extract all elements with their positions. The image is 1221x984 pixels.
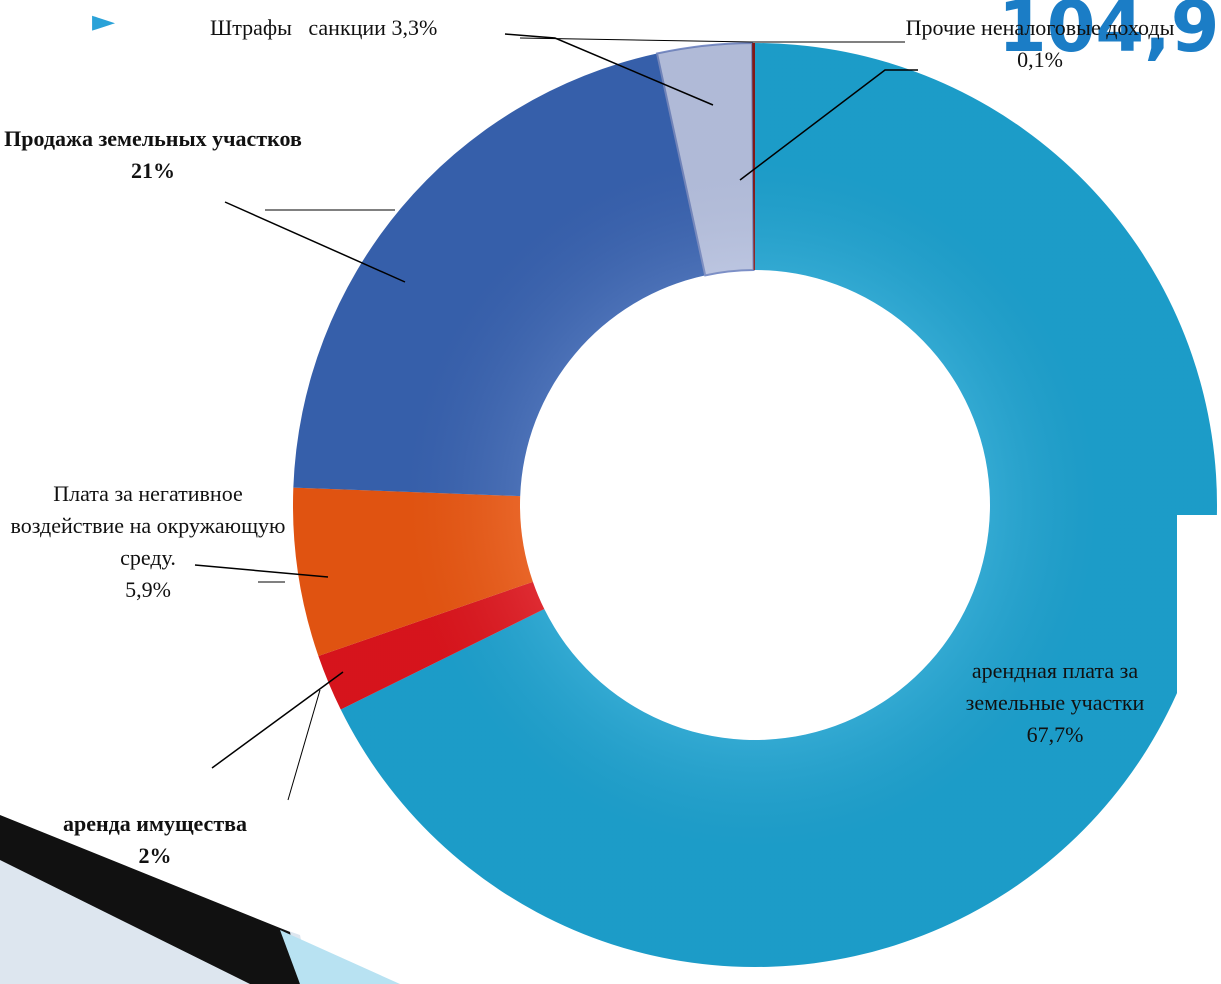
- leader-line: [739, 69, 918, 181]
- leader-line: [224, 201, 406, 283]
- value-label: 21%: [131, 158, 175, 183]
- value-label: 0,1%: [1017, 47, 1063, 72]
- category-label: Плата за негативное воздействие на окруж…: [10, 481, 291, 570]
- value-label: 67,7%: [1026, 722, 1084, 747]
- slice-label: аренда имущества 2%: [5, 808, 305, 872]
- leader-line: [504, 33, 714, 106]
- slice-label: арендная плата за земельные участки 67,7%: [930, 655, 1180, 751]
- category-label: арендная плата за земельные участки: [965, 658, 1145, 715]
- slices: [293, 42, 1217, 967]
- slice-label: Плата за негативное воздействие на окруж…: [3, 478, 293, 606]
- decoration: [280, 930, 400, 984]
- slice-label: Штрафы санкции 3,3%: [210, 12, 437, 44]
- value-label: 5,9%: [125, 577, 171, 602]
- leader-line: [287, 689, 321, 801]
- category-label: аренда имущества: [62, 811, 248, 836]
- slide-shape: [1177, 515, 1221, 984]
- category-label: Продажа земельных участков: [4, 126, 302, 151]
- leader-line: [211, 671, 344, 769]
- slice-label: Прочие неналоговые доходы 0,1%: [900, 12, 1180, 76]
- decoration: [0, 815, 300, 984]
- slice-label: Продажа земельных участков 21%: [3, 123, 303, 187]
- category-label: Штрафы санкции: [210, 15, 386, 40]
- leader-line: [194, 564, 329, 578]
- annotation: 104,9: [998, 0, 1220, 68]
- bullet: ►: [92, 4, 116, 39]
- value-label: 2%: [138, 843, 172, 868]
- value-label: 3,3%: [391, 15, 438, 40]
- shading: [293, 43, 1217, 967]
- leader-lines: [194, 33, 918, 801]
- leader-line: [519, 37, 905, 43]
- category-label: Прочие неналоговые доходы: [905, 15, 1175, 40]
